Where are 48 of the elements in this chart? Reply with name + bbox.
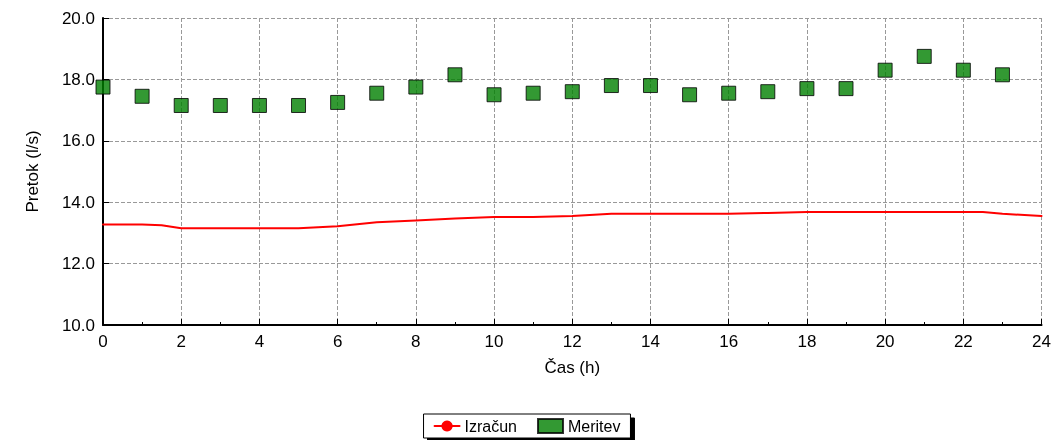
point [330,94,346,110]
point [486,87,502,103]
point [603,78,619,94]
x-tick-label: 12 [562,332,582,351]
point [721,85,737,101]
x-tick-label: 24 [1032,332,1052,351]
x-tick-label: 18 [797,332,817,351]
point [642,78,658,94]
x-tick-label: 0 [98,332,108,351]
x-tick-label: 10 [484,332,504,351]
y-tick-label: 16.0 [61,131,95,151]
y-tick-label: 10.0 [61,315,95,335]
point [799,81,815,97]
y-axis-title: Pretok (l/s) [23,130,42,213]
point [916,48,932,64]
x-axis-title: Čas (h) [544,358,601,377]
point [134,88,150,104]
legend-label: Meritev [568,417,621,435]
legend-label: Izračun [464,417,518,435]
y-tick-label: 14.0 [61,192,95,212]
point [525,85,541,101]
x-tick-label: 4 [254,332,265,351]
point [760,84,776,100]
y-tick-label: 20.0 [61,8,95,28]
point [212,98,228,113]
x-tick-label: 6 [332,332,343,351]
x-tick-label: 16 [719,332,739,351]
point [838,81,854,97]
x-tick-label: 8 [411,332,421,351]
point [369,85,385,101]
point [95,79,111,95]
point [408,79,424,95]
point [955,62,971,78]
x-tick-label: 22 [953,332,973,351]
line-series [102,211,1043,230]
x-tick-label: 20 [875,332,895,351]
point [877,62,893,78]
point [173,98,189,113]
point [682,87,698,103]
x-tick-label: 2 [176,332,186,351]
point [251,98,267,113]
y-tick-label: 12.0 [61,254,95,274]
x-tick-label: 14 [641,332,660,351]
y-tick-label: 18.0 [61,69,95,89]
point [447,67,463,83]
point [994,67,1010,83]
point [291,98,307,113]
point [564,84,580,100]
